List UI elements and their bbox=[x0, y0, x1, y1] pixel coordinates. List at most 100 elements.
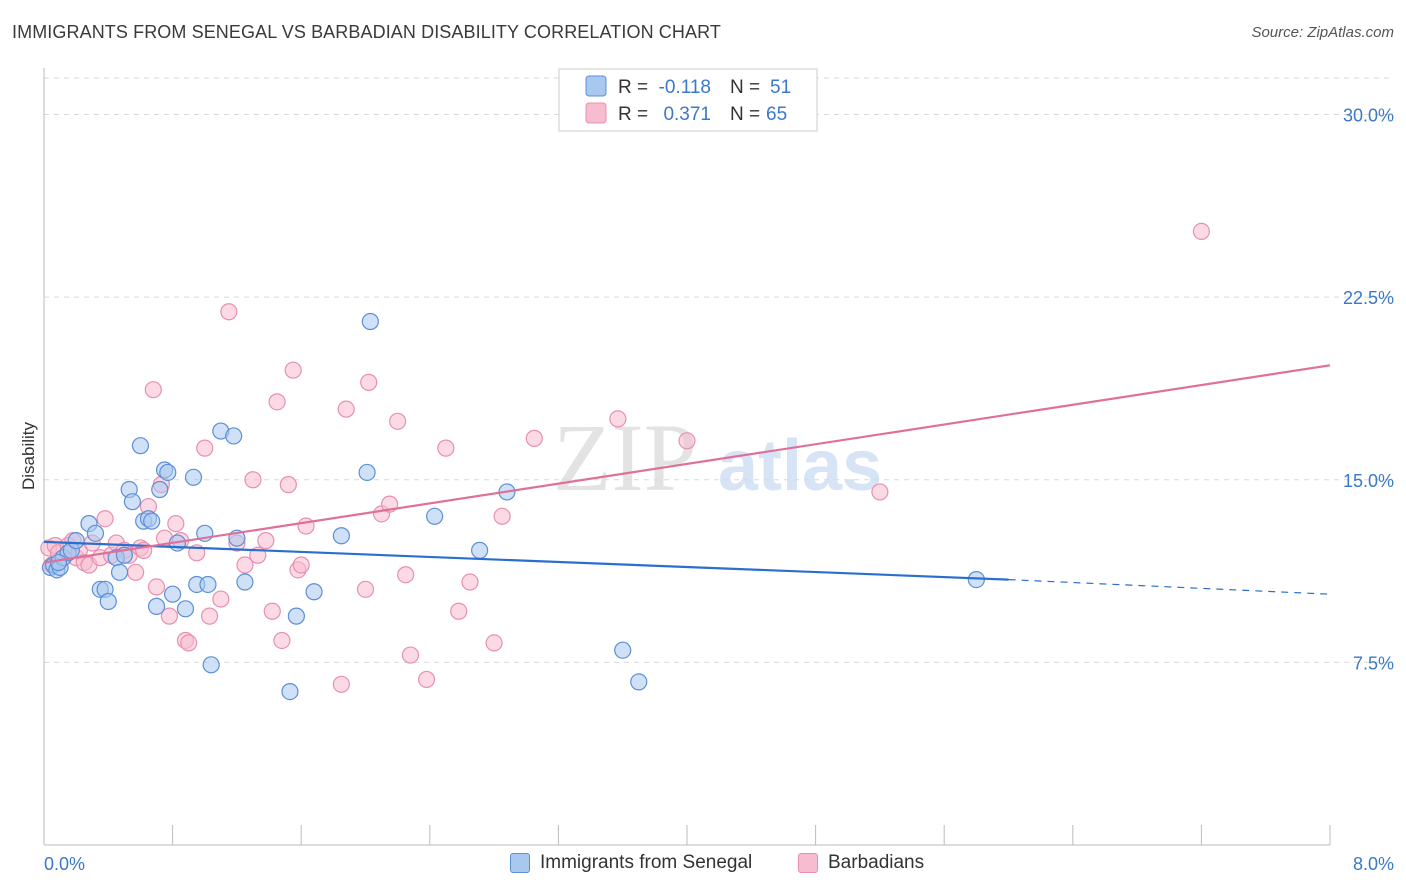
point-barbadian bbox=[437, 439, 455, 457]
point-senegal bbox=[159, 463, 177, 482]
point-barbadian bbox=[525, 429, 543, 447]
point-barbadian bbox=[337, 400, 355, 418]
point-senegal bbox=[426, 507, 444, 525]
point-barbadian bbox=[167, 514, 185, 533]
point-barbadian bbox=[292, 556, 310, 574]
legend-r-label-1: R = bbox=[618, 77, 648, 98]
point-senegal bbox=[332, 527, 350, 545]
chart-title: IMMIGRANTS FROM SENEGAL VS BARBADIAN DIS… bbox=[12, 22, 721, 42]
trend-line-barbadians bbox=[43, 364, 1331, 564]
point-senegal bbox=[99, 592, 117, 611]
stats-legend: R = -0.118 N = 51 R = 0.371 N = 65 bbox=[558, 68, 818, 132]
point-barbadian bbox=[160, 607, 178, 625]
point-senegal bbox=[281, 682, 299, 701]
point-senegal bbox=[147, 597, 166, 615]
point-barbadian bbox=[493, 507, 511, 525]
point-senegal bbox=[630, 673, 648, 691]
point-barbadian bbox=[356, 580, 375, 598]
point-senegal bbox=[110, 563, 129, 581]
point-senegal bbox=[305, 583, 323, 601]
point-barbadian bbox=[450, 602, 468, 620]
point-barbadian bbox=[196, 439, 214, 457]
legend-item-senegal: Immigrants from Senegal bbox=[510, 852, 752, 874]
point-barbadian bbox=[263, 602, 281, 620]
legend-label-barbadians: Barbadians bbox=[828, 852, 925, 873]
legend-swatch-pink bbox=[585, 102, 607, 124]
y-tick-label: 7.5% bbox=[1353, 653, 1394, 673]
y-tick-label: 22.5% bbox=[1343, 288, 1394, 308]
point-senegal bbox=[358, 463, 376, 482]
point-senegal bbox=[123, 493, 142, 511]
point-barbadian bbox=[200, 607, 219, 625]
point-barbadian bbox=[1192, 222, 1211, 240]
legend-r-label-2: R = bbox=[618, 104, 648, 125]
point-barbadian bbox=[257, 532, 275, 550]
point-senegal bbox=[287, 607, 305, 625]
point-barbadian bbox=[284, 361, 302, 379]
point-senegal bbox=[49, 553, 68, 572]
point-barbadian bbox=[127, 563, 145, 581]
point-barbadian bbox=[485, 634, 503, 652]
point-senegal bbox=[176, 600, 195, 618]
y-axis-label: Disability bbox=[19, 421, 38, 490]
point-barbadian bbox=[461, 573, 479, 591]
x-tick-label-min: 0.0% bbox=[44, 854, 85, 874]
point-senegal bbox=[67, 532, 85, 550]
x-tick-label-max: 8.0% bbox=[1353, 854, 1394, 874]
point-barbadian bbox=[236, 556, 254, 574]
y-tick-label: 15.0% bbox=[1343, 471, 1394, 491]
point-senegal bbox=[202, 656, 220, 674]
trend-lines bbox=[43, 364, 1331, 595]
axes bbox=[43, 68, 1331, 846]
point-senegal bbox=[131, 437, 150, 455]
bottom-legend: Immigrants from Senegal Barbadians bbox=[0, 852, 1406, 878]
legend-label-senegal: Immigrants from Senegal bbox=[540, 852, 753, 873]
trend-line-senegal-extension bbox=[1008, 578, 1331, 595]
point-senegal bbox=[236, 573, 254, 591]
point-barbadian bbox=[212, 590, 230, 608]
point-barbadian bbox=[279, 476, 297, 494]
y-tick-label: 30.0% bbox=[1343, 106, 1394, 126]
watermark-atlas: atlas bbox=[718, 426, 882, 506]
point-barbadian bbox=[180, 634, 198, 652]
legend-n-label-2: N = bbox=[730, 104, 760, 125]
point-senegal bbox=[164, 585, 182, 603]
point-barbadian bbox=[332, 675, 350, 693]
point-senegal bbox=[471, 541, 489, 559]
point-senegal bbox=[86, 524, 105, 542]
legend-n-value-2: 65 bbox=[766, 104, 787, 125]
chart-source: Source: ZipAtlas.com bbox=[1251, 24, 1394, 41]
point-senegal bbox=[614, 641, 632, 659]
point-barbadian bbox=[609, 410, 627, 428]
point-barbadian bbox=[678, 432, 696, 450]
point-barbadian bbox=[147, 578, 166, 596]
point-barbadian bbox=[397, 566, 415, 584]
legend-r-value-2: 0.371 bbox=[663, 104, 711, 125]
point-senegal bbox=[361, 312, 379, 331]
legend-r-value-1: -0.118 bbox=[659, 77, 711, 98]
legend-swatch-senegal bbox=[510, 853, 530, 873]
legend-n-label-1: N = bbox=[730, 77, 760, 98]
legend-item-barbadians: Barbadians bbox=[798, 852, 924, 874]
point-senegal bbox=[151, 480, 169, 499]
point-senegal bbox=[143, 512, 161, 530]
point-barbadian bbox=[273, 631, 291, 650]
point-senegal bbox=[225, 427, 243, 445]
trend-line-senegal bbox=[43, 540, 1009, 581]
legend-swatch-barbadians bbox=[798, 853, 818, 873]
point-barbadian bbox=[401, 646, 420, 664]
legend-swatch-blue bbox=[585, 75, 607, 97]
point-barbadian bbox=[417, 670, 436, 689]
point-barbadian bbox=[144, 381, 162, 399]
point-barbadian bbox=[220, 303, 238, 321]
point-barbadian bbox=[360, 373, 378, 391]
point-barbadian bbox=[871, 483, 889, 501]
point-barbadian bbox=[389, 412, 407, 430]
point-senegal bbox=[199, 575, 217, 594]
point-barbadian bbox=[268, 393, 286, 411]
point-barbadian bbox=[244, 471, 262, 489]
point-senegal bbox=[184, 468, 203, 486]
y-tick-labels: 7.5% 15.0% 22.5% 30.0% bbox=[1343, 106, 1394, 674]
legend-n-value-1: 51 bbox=[770, 77, 791, 98]
